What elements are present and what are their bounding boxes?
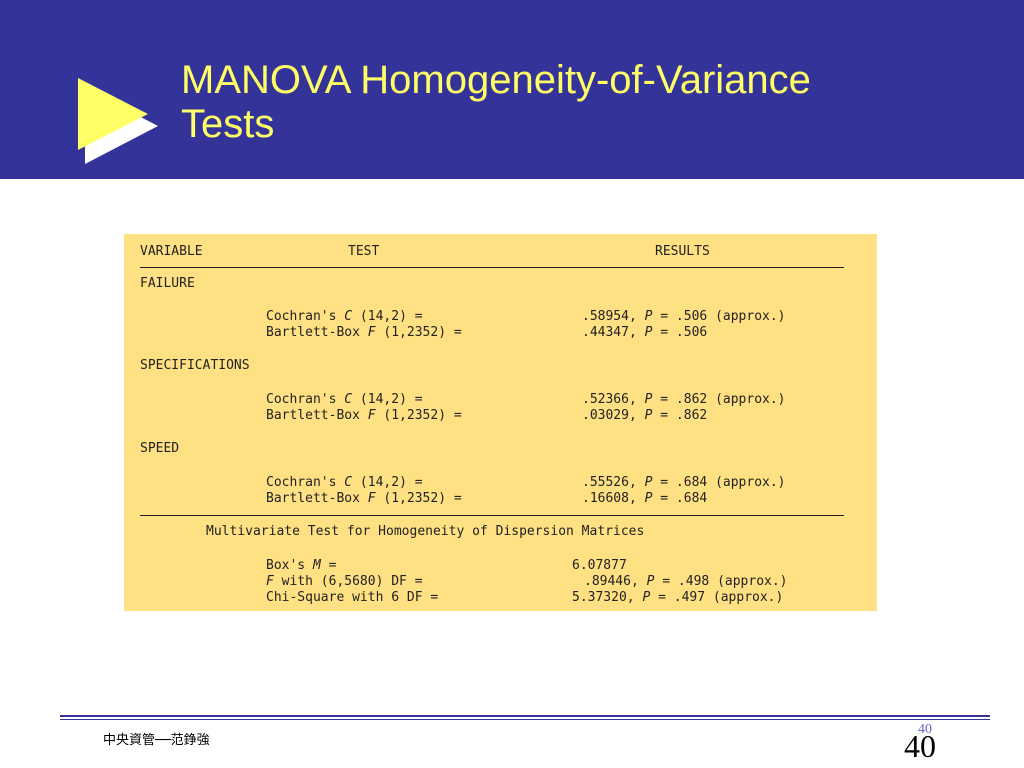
- play-triangle-icon: [78, 78, 158, 164]
- test-label: Bartlett-Box F (1,2352) =: [266, 325, 462, 340]
- test-result: .16608, P = .684: [582, 491, 708, 506]
- column-header-test: TEST: [348, 244, 380, 259]
- group-label-failure: FAILURE: [140, 276, 195, 291]
- column-header-variable: VARIABLE: [140, 244, 203, 259]
- test-result: .44347, P = .506: [582, 325, 708, 340]
- footer-author: 中央資管──范錚強: [103, 733, 210, 748]
- test-label: Cochran's C (14,2) =: [266, 309, 423, 324]
- slide-title: MANOVA Homogeneity-of-Variance Tests: [181, 58, 981, 146]
- test-result: .55526, P = .684 (approx.): [582, 475, 786, 490]
- footer-rule-thin: [60, 719, 990, 720]
- test-result: .52366, P = .862 (approx.): [582, 392, 786, 407]
- group-label-speed: SPEED: [140, 441, 180, 456]
- test-label: Cochran's C (14,2) =: [266, 392, 423, 407]
- test-result: .89446, P = .498 (approx.): [584, 574, 788, 589]
- header-divider: [140, 267, 844, 268]
- test-label: Bartlett-Box F (1,2352) =: [266, 491, 462, 506]
- test-result: 5.37320, P = .497 (approx.): [572, 590, 784, 605]
- test-label: Chi-Square with 6 DF =: [266, 590, 439, 605]
- test-result: .58954, P = .506 (approx.): [582, 309, 786, 324]
- test-label: Box's M =: [266, 558, 337, 573]
- footer-rule: [60, 715, 990, 717]
- test-label: F with (6,5680) DF =: [266, 574, 423, 589]
- slide-title-line-2: Tests: [181, 102, 275, 146]
- slide-number: 40: [904, 728, 936, 764]
- test-label: Bartlett-Box F (1,2352) =: [266, 408, 462, 423]
- test-result: .03029, P = .862: [582, 408, 708, 423]
- multivariate-divider: [140, 515, 844, 516]
- test-label: Cochran's C (14,2) =: [266, 475, 423, 490]
- group-label-specifications: SPECIFICATIONS: [140, 358, 250, 373]
- slide-title-line-1: MANOVA Homogeneity-of-Variance: [181, 58, 811, 102]
- test-result: 6.07877: [572, 558, 627, 573]
- results-table: VARIABLE TEST RESULTS FAILURE Cochran's …: [124, 234, 877, 611]
- slide-number-field: 40: [918, 722, 932, 737]
- header-band: MANOVA Homogeneity-of-Variance Tests: [0, 0, 1024, 179]
- multivariate-heading: Multivariate Test for Homogeneity of Dis…: [206, 524, 645, 539]
- column-header-results: RESULTS: [655, 244, 710, 259]
